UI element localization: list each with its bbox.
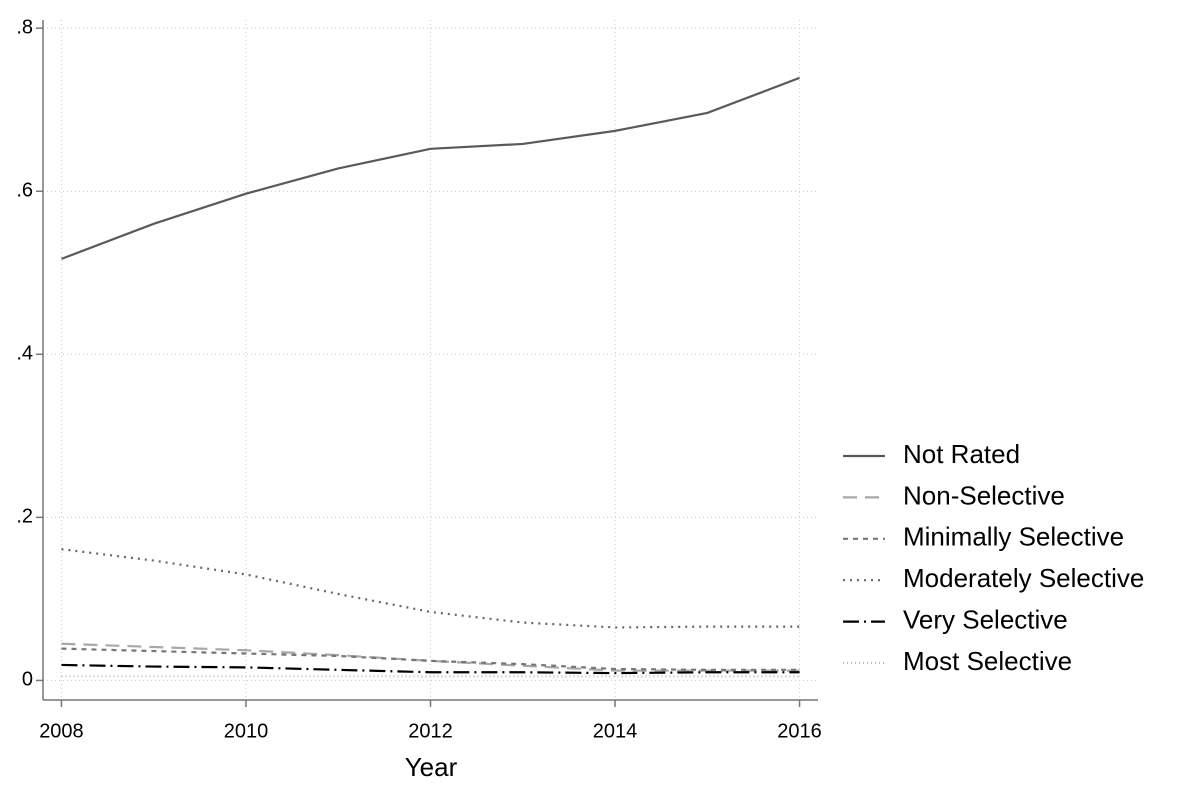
x-tick-label: 2014 [593,720,638,742]
x-tick-label: 2012 [408,720,453,742]
legend-label: Not Rated [903,439,1020,469]
y-tick-label: .8 [16,16,33,38]
y-tick-label: .2 [16,506,33,528]
legend-label: Most Selective [903,646,1072,676]
x-tick-label: 2016 [777,720,822,742]
y-tick-label: .6 [16,180,33,202]
line-series [61,647,800,671]
line-series [61,76,800,260]
legend-label: Non-Selective [903,480,1065,510]
x-axis-label: Year [405,752,458,782]
y-tick-label: .4 [16,343,33,365]
legend-label: Moderately Selective [903,563,1144,593]
line-series [61,663,800,675]
legend-label: Minimally Selective [903,522,1124,552]
y-tick-label: 0 [22,669,33,691]
x-tick-label: 2008 [39,720,84,742]
legend-label: Very Selective [903,604,1068,634]
line-series [61,642,800,672]
x-tick-label: 2010 [224,720,269,742]
